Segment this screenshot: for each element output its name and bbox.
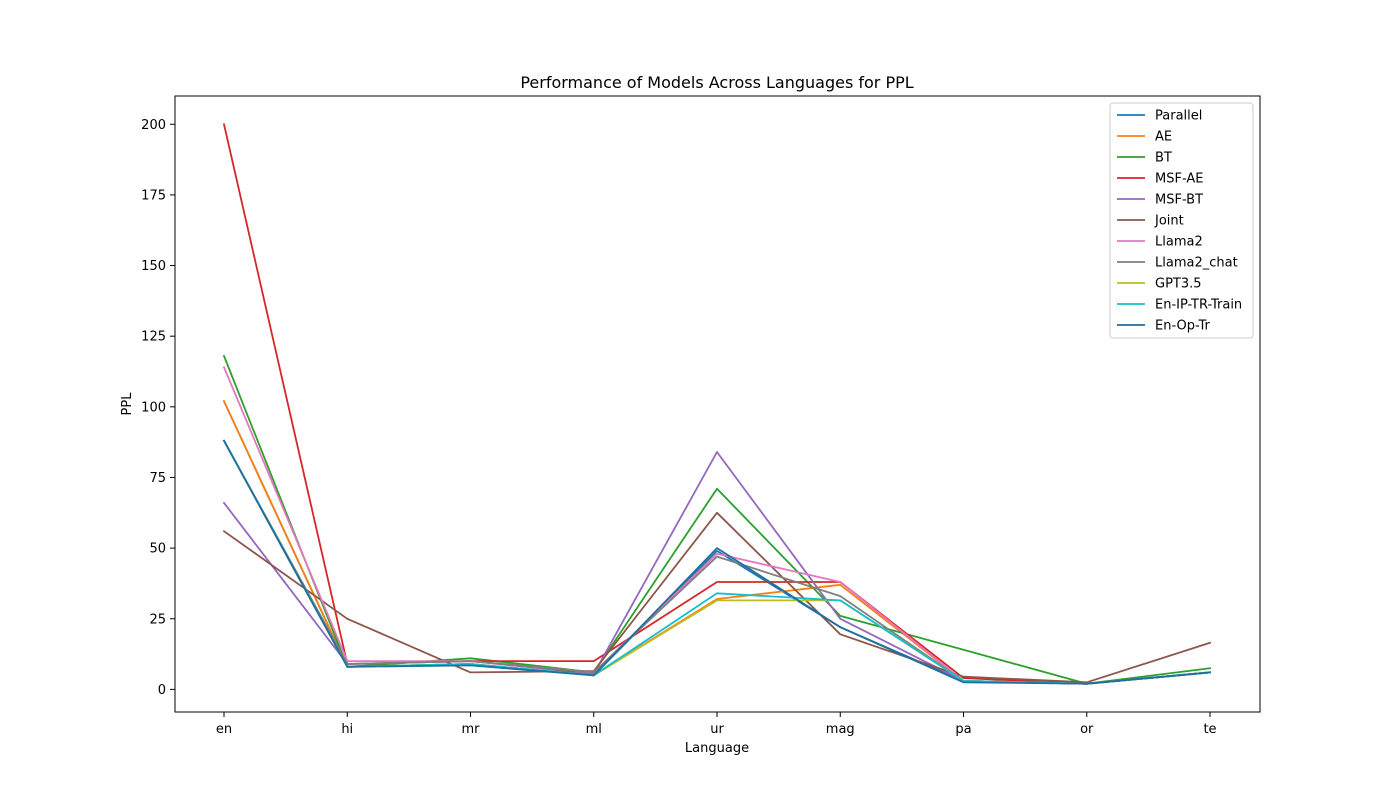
legend-label: Joint bbox=[1154, 214, 1184, 229]
series-line-2 bbox=[222, 354, 1212, 685]
legend-label: MSF-BT bbox=[1155, 193, 1203, 208]
x-tick-label: ml bbox=[586, 722, 602, 737]
legend-label: Llama2_chat bbox=[1155, 256, 1238, 271]
legend-label: Parallel bbox=[1155, 109, 1202, 124]
legend-label: BT bbox=[1155, 151, 1172, 166]
x-tick-label: ur bbox=[710, 722, 724, 737]
legend-label: MSF-AE bbox=[1155, 172, 1203, 187]
legend-label: Llama2 bbox=[1155, 235, 1203, 250]
legend-label: En-IP-TR-Train bbox=[1155, 298, 1242, 313]
chart-title: Performance of Models Across Languages f… bbox=[520, 73, 913, 92]
plot-lines bbox=[222, 123, 1212, 685]
y-tick-label: 200 bbox=[141, 118, 166, 133]
y-tick-label: 75 bbox=[149, 471, 166, 486]
x-tick-label: mr bbox=[461, 722, 480, 737]
y-tick-label: 50 bbox=[149, 542, 166, 557]
x-tick-label: te bbox=[1203, 722, 1216, 737]
x-tick-label: pa bbox=[955, 722, 971, 737]
x-tick-label: en bbox=[216, 722, 232, 737]
legend-label: En-Op-Tr bbox=[1155, 319, 1211, 334]
y-axis: 0 25 50 75 100 125 150 175 200 bbox=[141, 118, 175, 698]
x-tick-label: or bbox=[1080, 722, 1094, 737]
y-tick-label: 0 bbox=[158, 683, 166, 698]
y-tick-label: 25 bbox=[149, 612, 166, 627]
x-axis-label: Language bbox=[685, 741, 749, 756]
y-axis-label: PPL bbox=[120, 392, 135, 416]
y-tick-label: 175 bbox=[141, 188, 166, 203]
x-tick-label: mag bbox=[826, 722, 855, 737]
y-tick-label: 100 bbox=[141, 400, 166, 415]
series-line-5 bbox=[222, 511, 1212, 684]
legend-box bbox=[1109, 102, 1254, 339]
series-line-10 bbox=[222, 439, 1211, 685]
x-tick-label: hi bbox=[341, 722, 353, 737]
legend-items: Parallel AE BT MSF-AE MSF-BT Joint Llama2 Llama… bbox=[1117, 109, 1242, 334]
legend: Parallel AE BT MSF-AE MSF-BT Joint Llama2 Llama… bbox=[1109, 102, 1254, 339]
legend-label: GPT3.5 bbox=[1155, 277, 1202, 292]
y-tick-label: 125 bbox=[141, 330, 166, 345]
legend-label: AE bbox=[1155, 130, 1172, 145]
y-tick-label: 150 bbox=[141, 259, 166, 274]
x-axis: en hi mr ml ur mag pa or te bbox=[216, 712, 1217, 737]
